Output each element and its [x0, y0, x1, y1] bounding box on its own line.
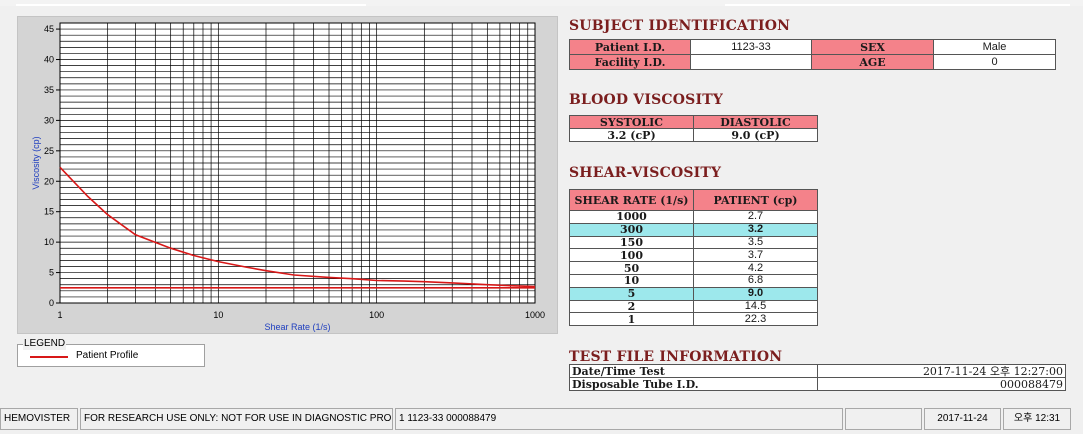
shear-rate-cell: 10 [569, 273, 694, 288]
shear-rate-cell: 300 [569, 222, 694, 237]
y-tick-label: 0 [49, 298, 54, 308]
patient-cp-cell: 9.0 [693, 286, 818, 301]
y-axis-label: Viscosity (cp) [31, 136, 41, 189]
shear-rate-cell: 5 [569, 286, 694, 301]
age-value: 0 [933, 54, 1056, 70]
legend-item-label: Patient Profile [76, 350, 139, 361]
top-border-segment [725, 4, 1070, 6]
x-tick-label: 100 [369, 310, 384, 320]
shear-row: 1000 2.7 [569, 210, 818, 224]
subject-row: Patient I.D. 1123-33 SEX Male [569, 39, 1056, 55]
systolic-value: 3.2 (cP) [569, 128, 694, 142]
y-tick-label: 30 [44, 115, 54, 125]
patient-cp-cell: 14.5 [693, 299, 818, 314]
shear-row: 50 4.2 [569, 261, 818, 275]
shear-rate-cell: 50 [569, 261, 694, 275]
systolic-label: SYSTOLIC [569, 115, 694, 129]
date-time-value: 2017-11-24 오후 12:27:00 [817, 364, 1066, 378]
legend-box: LEGEND Patient Profile [17, 338, 205, 367]
shear-rate-cell: 150 [569, 235, 694, 250]
series-line-patient-profile [59, 166, 536, 288]
date-time-label: Date/Time Test [569, 364, 818, 378]
status-empty [845, 408, 922, 430]
patient-cp-cell: 4.2 [693, 261, 818, 275]
blood-header-row: SYSTOLIC DIASTOLIC [569, 115, 818, 129]
shear-row: 300 3.2 [569, 222, 818, 237]
y-tick-label: 45 [44, 24, 54, 34]
shear-rate-cell: 1000 [569, 210, 694, 224]
patient-cp-cell: 2.7 [693, 210, 818, 224]
patient-cp-cell: 3.5 [693, 235, 818, 250]
legend-title: LEGEND [23, 338, 67, 350]
patient-cp-cell: 6.8 [693, 273, 818, 288]
y-tick-label: 10 [44, 237, 54, 247]
x-axis-label: Shear Rate (1/s) [264, 322, 330, 332]
facility-id-label: Facility I.D. [569, 54, 691, 70]
patient-cp-cell: 3.7 [693, 248, 818, 263]
age-label: AGE [811, 54, 934, 70]
shear-viscosity-table: SHEAR RATE (1/s) PATIENT (cp) 1000 2.7 300… [569, 189, 818, 327]
sex-value: Male [933, 39, 1056, 55]
shear-rate-header: SHEAR RATE (1/s) [569, 189, 694, 211]
diastolic-label: DIASTOLIC [693, 115, 818, 129]
shear-row: 2 14.5 [569, 299, 818, 314]
status-notice: FOR RESEARCH USE ONLY: NOT FOR USE IN DI… [80, 408, 393, 430]
shear-row: 100 3.7 [569, 248, 818, 263]
patient-cp-header: PATIENT (cp) [693, 189, 818, 211]
patient-cp-cell: 22.3 [693, 312, 818, 327]
status-record: 1 1123-33 000088479 [395, 408, 843, 430]
test-file-row: Disposable Tube I.D. 000088479 [569, 377, 1066, 391]
shear-row: 150 3.5 [569, 235, 818, 250]
patient-cp-cell: 3.2 [693, 222, 818, 237]
status-date: 2017-11-24 [924, 408, 1001, 430]
top-border-segment [16, 4, 366, 6]
shear-rate-cell: 100 [569, 248, 694, 263]
sex-label: SEX [811, 39, 934, 55]
tube-id-label: Disposable Tube I.D. [569, 377, 818, 391]
y-tick-label: 40 [44, 55, 54, 65]
x-tick-label: 1000 [525, 310, 545, 320]
subject-identification-title: SUBJECT IDENTIFICATION [569, 18, 791, 34]
facility-id-value [690, 54, 812, 70]
y-tick-label: 25 [44, 146, 54, 156]
shear-viscosity-title: SHEAR-VISCOSITY [569, 165, 722, 181]
diastolic-value: 9.0 (cP) [693, 128, 818, 142]
tube-id-value: 000088479 [817, 377, 1066, 391]
y-tick-label: 15 [44, 207, 54, 217]
status-bar: HEMOVISTER FOR RESEARCH USE ONLY: NOT FO… [0, 405, 1083, 434]
y-tick-label: 35 [44, 85, 54, 95]
test-file-information-title: TEST FILE INFORMATION [569, 349, 783, 365]
patient-id-value: 1123-33 [690, 39, 812, 55]
viscosity-chart-panel: 0 5 10 15 20 25 30 35 40 45 1 10 100 1000 Shear Rate (… [17, 16, 558, 334]
blood-viscosity-title: BLOOD VISCOSITY [569, 92, 724, 108]
y-tick-label: 20 [44, 176, 54, 186]
shear-row: 5 9.0 [569, 286, 818, 301]
test-file-row: Date/Time Test 2017-11-24 오후 12:27:00 [569, 364, 1066, 378]
x-tick-label: 1 [57, 310, 62, 320]
shear-rate-cell: 1 [569, 312, 694, 327]
legend-line-swatch [30, 356, 68, 358]
shear-header-row: SHEAR RATE (1/s) PATIENT (cp) [569, 189, 818, 211]
status-time: 오후 12:31 [1003, 408, 1071, 430]
patient-id-label: Patient I.D. [569, 39, 691, 55]
viscosity-chart: 0 5 10 15 20 25 30 35 40 45 1 10 100 1000 Shear Rate (… [31, 22, 545, 332]
shear-row: 10 6.8 [569, 273, 818, 288]
test-file-table: Date/Time Test 2017-11-24 오후 12:27:00 Di… [569, 364, 1066, 391]
blood-viscosity-table: SYSTOLIC DIASTOLIC 3.2 (cP) 9.0 (cP) [569, 115, 818, 142]
blood-value-row: 3.2 (cP) 9.0 (cP) [569, 128, 818, 142]
top-border [0, 0, 1083, 6]
subject-table: Patient I.D. 1123-33 SEX Male Facility I… [569, 39, 1056, 70]
y-tick-label: 5 [49, 268, 54, 278]
x-tick-label: 10 [213, 310, 223, 320]
subject-row: Facility I.D. AGE 0 [569, 54, 1056, 70]
status-app-name: HEMOVISTER [0, 408, 78, 430]
shear-rate-cell: 2 [569, 299, 694, 314]
shear-row: 1 22.3 [569, 312, 818, 327]
